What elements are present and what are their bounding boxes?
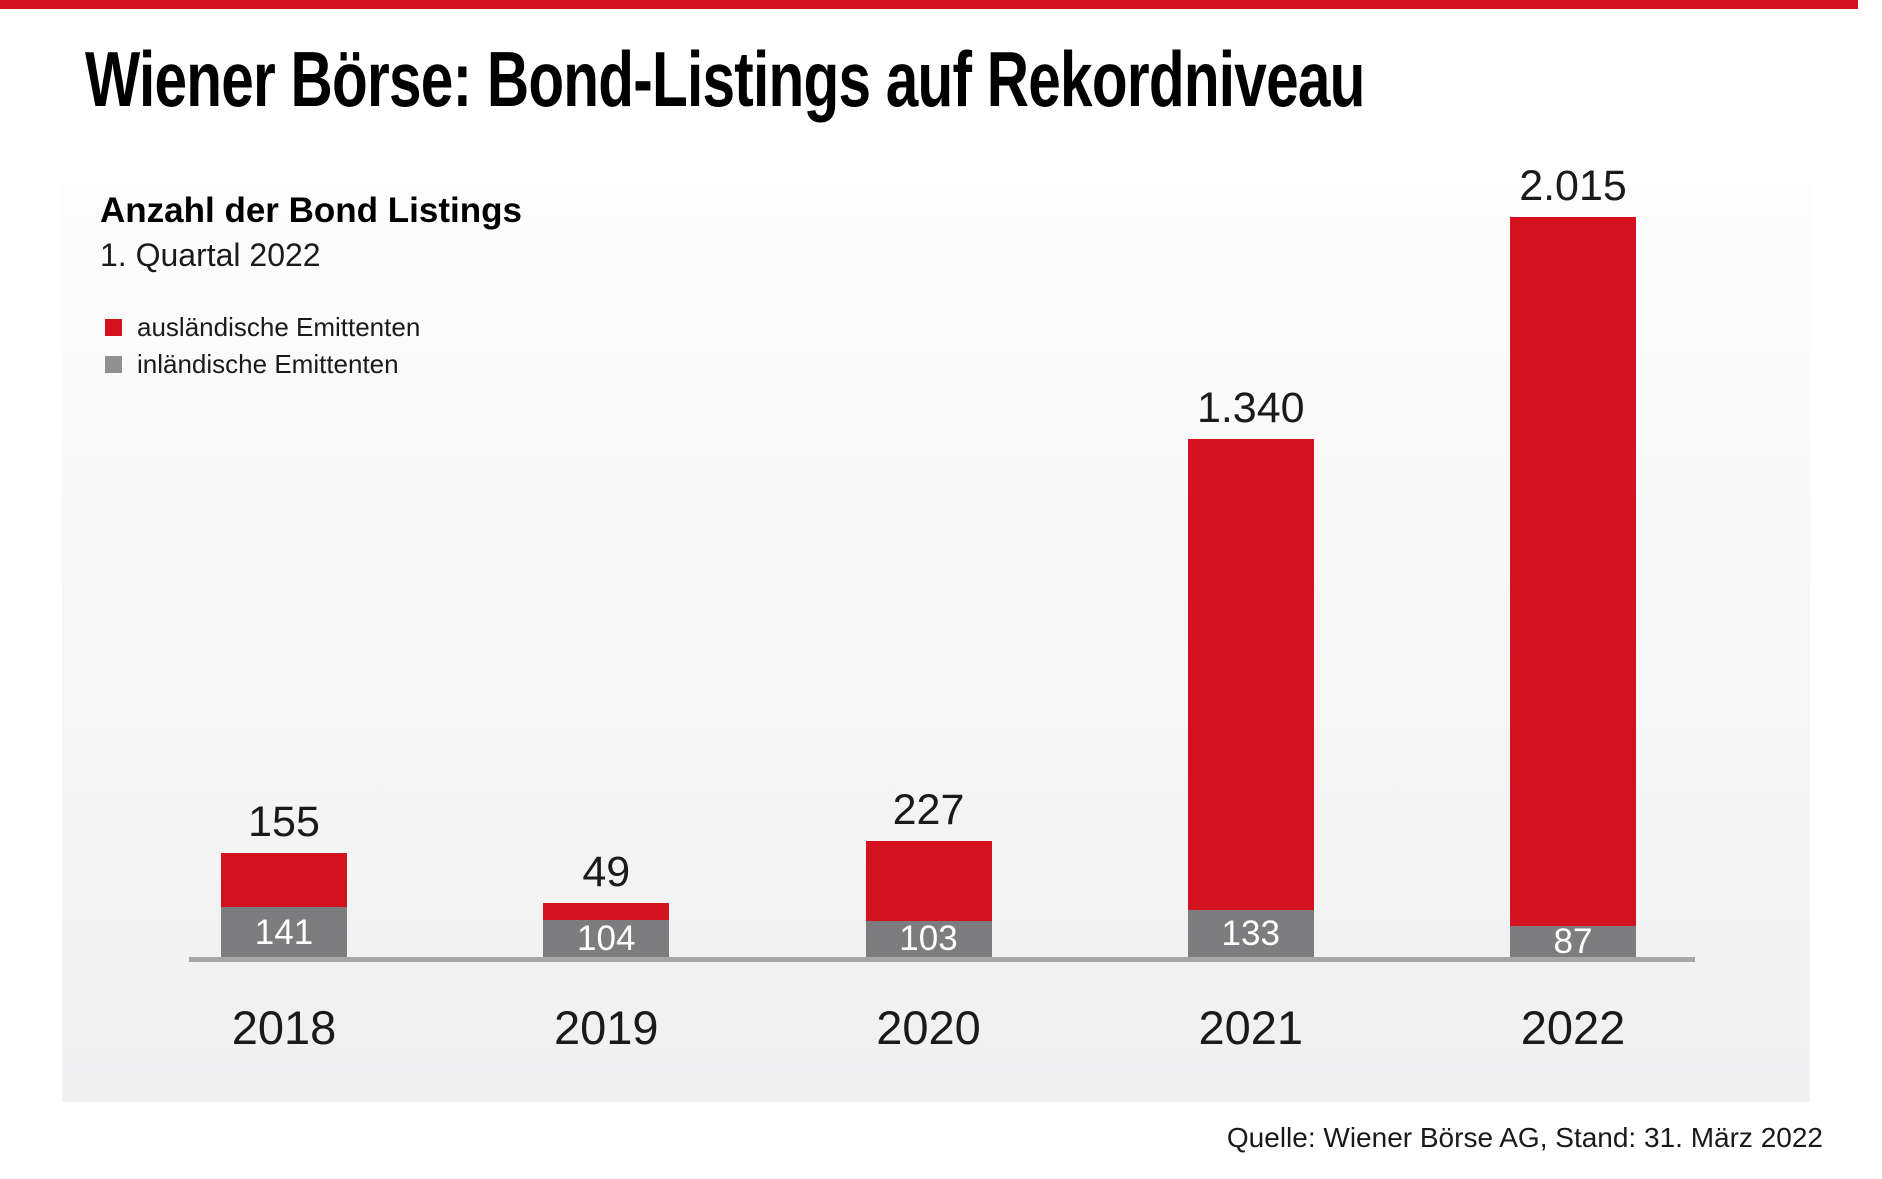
bar-segment-foreign <box>221 852 347 908</box>
chart-subtitle: 1. Quartal 2022 <box>100 237 321 273</box>
legend-item-domestic: inländische Emittenten <box>105 346 420 383</box>
bar-value-label: 49 <box>582 848 631 897</box>
x-axis-baseline <box>189 957 1695 962</box>
legend-swatch-foreign <box>105 319 122 336</box>
bar-inside-label: 141 <box>254 912 314 952</box>
legend-label-foreign: ausländische Emittenten <box>137 312 421 342</box>
x-axis-tick-label: 2018 <box>231 1001 337 1054</box>
page-title: Wiener Börse: Bond-Listings auf Rekordni… <box>85 35 1365 123</box>
bar-inside-label: 103 <box>899 919 958 959</box>
bar-inside-label: 87 <box>1553 922 1593 962</box>
chart-title: Anzahl der Bond Listings <box>100 191 522 230</box>
bar-segment-foreign <box>1187 438 1314 911</box>
bar-segment-domestic <box>221 907 347 957</box>
legend-swatch-domestic <box>105 356 122 373</box>
bar-segment-foreign <box>865 840 992 921</box>
bar-value-label: 155 <box>248 797 320 846</box>
x-axis-tick-label: 2020 <box>876 1001 981 1054</box>
bar-segment-foreign <box>1510 217 1636 927</box>
bar-segment-foreign <box>543 903 670 921</box>
bar-value-label: 2.015 <box>1519 162 1627 211</box>
legend-item-foreign: ausländische Emittenten <box>105 309 420 346</box>
bar-segment-domestic <box>543 920 670 957</box>
source-note: Quelle: Wiener Börse AG, Stand: 31. März… <box>1226 1122 1823 1153</box>
bar-inside-label: 104 <box>577 919 636 959</box>
bar-value-label: 227 <box>892 785 965 834</box>
x-axis-tick-label: 2022 <box>1520 1001 1626 1054</box>
bar-segment-domestic <box>1510 926 1636 957</box>
legend-label-domestic: inländische Emittenten <box>137 349 399 379</box>
bar-inside-label: 133 <box>1221 914 1280 954</box>
x-axis-tick-label: 2019 <box>553 1001 659 1054</box>
x-axis-tick-label: 2021 <box>1198 1001 1304 1054</box>
chart-panel: Anzahl der Bond Listings 1. Quartal 2022… <box>62 162 1810 1102</box>
bar-segment-domestic <box>865 920 992 957</box>
bar-segment-domestic <box>1187 910 1314 957</box>
bar-value-label: 1.340 <box>1196 383 1305 432</box>
chart-legend: ausländische Emittenten inländische Emit… <box>105 309 420 383</box>
top-accent-stripe <box>0 0 1858 9</box>
